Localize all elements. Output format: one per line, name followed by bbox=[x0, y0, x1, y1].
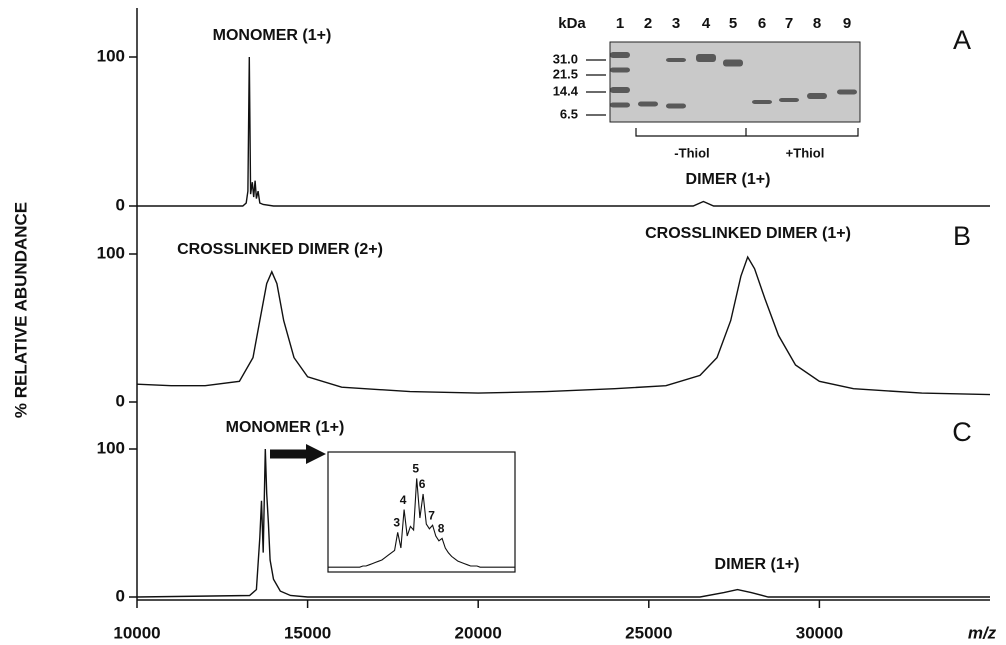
gel-band bbox=[807, 93, 827, 99]
gel-lane-label: 4 bbox=[702, 15, 711, 32]
gel-band bbox=[638, 102, 658, 107]
gel-band bbox=[779, 98, 799, 102]
annotation: DIMER (1+) bbox=[686, 171, 771, 188]
x-axis-label: m/z bbox=[968, 623, 997, 642]
x-tick-label: 30000 bbox=[796, 623, 843, 642]
gel-lane-label: 7 bbox=[785, 15, 793, 32]
figure: 0100AMONOMER (1+)DIMER (1+)123456789kDa3… bbox=[0, 0, 1006, 645]
gel-band bbox=[837, 90, 857, 95]
y-tick-label: 100 bbox=[97, 243, 125, 262]
gel-lane-label: 3 bbox=[672, 15, 680, 32]
gel-band bbox=[666, 104, 686, 109]
mw-label: 31.0 bbox=[553, 51, 578, 66]
peak-label: 3 bbox=[393, 516, 400, 530]
peak-label: 8 bbox=[438, 522, 445, 536]
gel-lane-label: 2 bbox=[644, 15, 652, 32]
panel-letter: C bbox=[952, 417, 972, 447]
gel-band bbox=[610, 52, 630, 58]
y-tick-label: 100 bbox=[97, 46, 125, 65]
peak-label: 7 bbox=[428, 508, 435, 522]
gel-band bbox=[752, 100, 772, 104]
gel-band bbox=[610, 87, 630, 93]
gel-group-label: +Thiol bbox=[786, 145, 825, 160]
mw-label: 14.4 bbox=[553, 83, 579, 98]
y-tick-label: 100 bbox=[97, 438, 125, 457]
y-tick-label: 0 bbox=[116, 195, 125, 214]
peak-label: 5 bbox=[412, 462, 419, 476]
x-tick-label: 20000 bbox=[455, 623, 502, 642]
x-tick-label: 10000 bbox=[113, 623, 160, 642]
gel-bracket bbox=[636, 128, 858, 136]
mw-label: 21.5 bbox=[553, 66, 578, 81]
y-axis-label: % RELATIVE ABUNDANCE bbox=[11, 202, 30, 418]
peak-label: 6 bbox=[419, 477, 426, 491]
gel-band bbox=[610, 103, 630, 108]
spectrum bbox=[137, 449, 990, 597]
annotation: DIMER (1+) bbox=[715, 556, 800, 573]
mw-label: 6.5 bbox=[560, 106, 578, 121]
gel-unit: kDa bbox=[558, 15, 586, 32]
gel-band bbox=[723, 60, 743, 67]
gel-lane-label: 6 bbox=[758, 15, 766, 32]
gel-lane-label: 1 bbox=[616, 15, 624, 32]
gel-lane-label: 5 bbox=[729, 15, 737, 32]
panel-letter: B bbox=[953, 221, 971, 251]
gel-lane-label: 8 bbox=[813, 15, 821, 32]
inset-spectrum bbox=[328, 478, 515, 567]
spectrum bbox=[137, 257, 990, 395]
gel-lane-label: 9 bbox=[843, 15, 851, 32]
arrow-head bbox=[306, 444, 326, 464]
panel-letter: A bbox=[953, 25, 971, 55]
gel-band bbox=[696, 54, 716, 62]
gel-band bbox=[610, 68, 630, 73]
x-tick-label: 15000 bbox=[284, 623, 331, 642]
x-tick-label: 25000 bbox=[625, 623, 672, 642]
y-tick-label: 0 bbox=[116, 391, 125, 410]
annotation: MONOMER (1+) bbox=[226, 419, 345, 436]
gel-group-label: -Thiol bbox=[674, 145, 709, 160]
gel-band bbox=[666, 58, 686, 62]
peak-label: 4 bbox=[400, 493, 407, 507]
annotation: CROSSLINKED DIMER (2+) bbox=[177, 241, 383, 258]
gel-image bbox=[610, 42, 860, 122]
annotation: CROSSLINKED DIMER (1+) bbox=[645, 225, 851, 242]
inset-frame bbox=[328, 452, 515, 572]
annotation: MONOMER (1+) bbox=[213, 27, 332, 44]
y-tick-label: 0 bbox=[116, 586, 125, 605]
